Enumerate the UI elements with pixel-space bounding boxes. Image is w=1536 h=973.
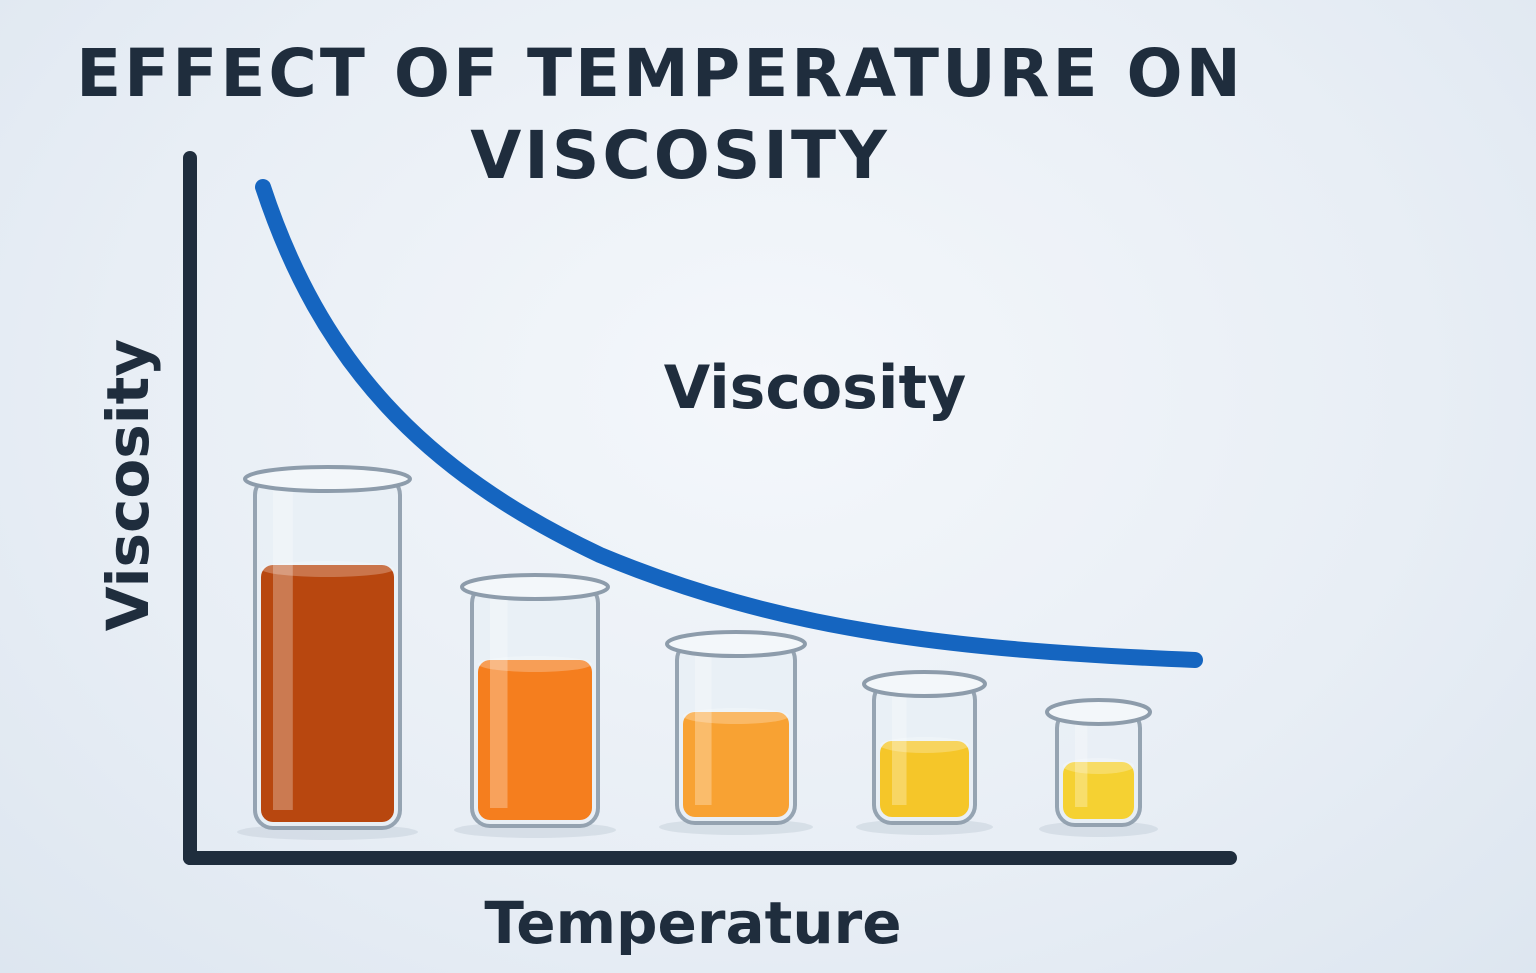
x-axis-label: Temperature [484,889,901,957]
liquid-surface [880,737,969,753]
beaker [856,670,993,835]
title-line-1: EFFECT OF TEMPERATURE ON [76,35,1244,112]
glass-highlight [273,489,293,810]
beaker-rim [665,630,807,658]
liquid-surface [478,656,592,672]
liquid-surface [1063,758,1134,774]
beaker-rim [460,573,610,601]
beaker-liquid [683,712,789,817]
title-line-2: VISCOSITY [470,117,890,194]
liquid-surface [683,708,789,724]
beaker-rim [1045,698,1152,726]
beaker-rim [862,670,987,698]
liquid-surface [261,561,394,577]
glass-highlight [695,654,712,805]
beaker-liquid [478,660,592,820]
beaker-liquid [880,741,969,817]
beaker-liquid [1063,762,1134,819]
beaker-rim [243,465,412,493]
y-axis-label: Viscosity [94,339,162,631]
beaker [454,573,616,838]
beaker [237,465,418,840]
glass-highlight [1075,722,1088,807]
viscosity-curve [255,179,1203,668]
beakers-group [237,465,1158,840]
curve-label: Viscosity [664,353,967,423]
beaker-liquid [261,565,394,822]
glass-highlight [490,597,508,808]
beaker [1039,698,1158,837]
glass-highlight [892,694,907,805]
beaker [659,630,813,835]
